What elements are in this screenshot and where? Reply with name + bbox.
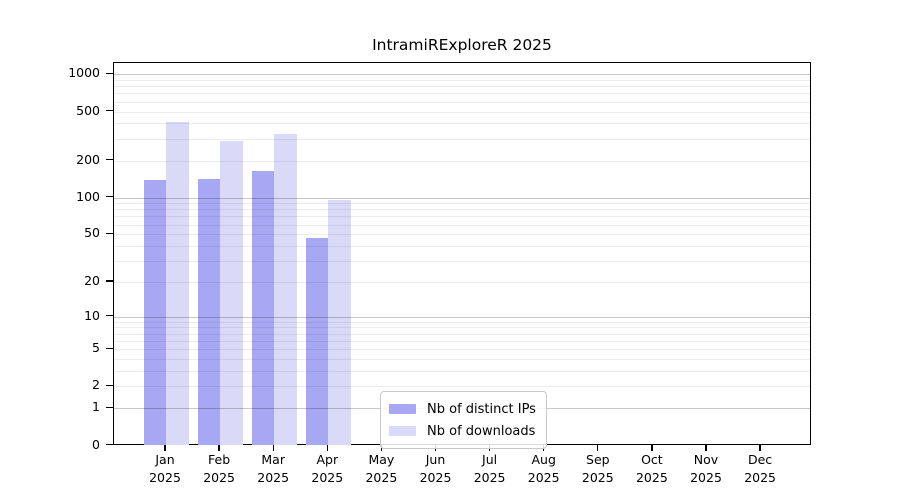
bar-distinct-ips-mar — [252, 171, 275, 446]
y-tick-mark — [106, 159, 113, 160]
gridline-minor — [114, 386, 810, 387]
legend-label-distinct-ips: Nb of distinct IPs — [427, 402, 536, 417]
y-tick-mark — [106, 233, 113, 234]
y-tick-mark — [106, 407, 113, 408]
gridline-minor — [114, 112, 810, 113]
gridline-minor — [114, 334, 810, 335]
gridline-minor — [114, 246, 810, 247]
y-tick-mark — [106, 73, 113, 74]
x-tick-label: Feb2025 — [191, 451, 247, 486]
y-tick-label: 200 — [30, 152, 100, 168]
gridline-major — [114, 317, 810, 318]
x-tick-label: Apr2025 — [299, 451, 355, 486]
plot-area — [113, 62, 811, 445]
gridline-minor — [114, 123, 810, 124]
gridline-minor — [114, 203, 810, 204]
y-tick-mark — [106, 348, 113, 349]
gridline-minor — [114, 341, 810, 342]
gridline-minor — [114, 161, 810, 162]
chart-title: IntramiRExploreR 2025 — [113, 36, 811, 54]
gridline-minor — [114, 359, 810, 360]
y-tick-mark — [106, 444, 113, 445]
gridline-minor — [114, 371, 810, 372]
gridline-minor — [114, 282, 810, 283]
bar-distinct-ips-feb — [198, 179, 221, 446]
y-tick-label: 1 — [30, 399, 100, 415]
gridline-minor — [114, 80, 810, 81]
gridline-minor — [114, 234, 810, 235]
y-tick-label: 10 — [30, 308, 100, 324]
gridline-minor — [114, 327, 810, 328]
y-tick-mark — [106, 385, 113, 386]
gridline-minor — [114, 261, 810, 262]
gridline-minor — [114, 139, 810, 140]
legend-item-downloads: Nb of downloads — [389, 420, 536, 442]
y-tick-label: 5 — [30, 340, 100, 356]
y-tick-label: 100 — [30, 189, 100, 205]
y-tick-label: 500 — [30, 103, 100, 119]
y-tick-label: 20 — [30, 273, 100, 289]
gridline-minor — [114, 349, 810, 350]
download-stats-chart: IntramiRExploreR 2025 100050020010050201… — [0, 0, 900, 500]
gridline-minor — [114, 216, 810, 217]
bar-downloads-feb — [220, 141, 243, 446]
x-tick-label: Sep2025 — [570, 451, 626, 486]
y-tick-mark — [106, 196, 113, 197]
x-tick-label: May2025 — [353, 451, 409, 486]
gridline-minor — [114, 86, 810, 87]
y-tick-label: 0 — [30, 437, 100, 453]
x-tick-label: Jul2025 — [462, 451, 518, 486]
bar-distinct-ips-jan — [144, 180, 167, 445]
gridline-major — [114, 198, 810, 199]
legend-item-distinct-ips: Nb of distinct IPs — [389, 398, 536, 420]
gridline-minor — [114, 93, 810, 94]
gridline-minor — [114, 102, 810, 103]
gridline-major — [114, 74, 810, 75]
gridline-minor — [114, 209, 810, 210]
legend: Nb of distinct IPs Nb of downloads — [380, 391, 547, 449]
gridline-minor — [114, 225, 810, 226]
y-tick-mark — [106, 110, 113, 111]
x-tick-label: Dec2025 — [732, 451, 788, 486]
bar-downloads-mar — [274, 134, 297, 446]
gridline-minor — [114, 322, 810, 323]
legend-swatch-downloads — [389, 426, 416, 436]
x-tick-label: Mar2025 — [245, 451, 301, 486]
y-tick-mark — [106, 315, 113, 316]
bar-downloads-jan — [166, 122, 189, 445]
y-tick-label: 50 — [30, 225, 100, 241]
y-tick-mark — [106, 280, 113, 281]
x-tick-label: Oct2025 — [624, 451, 680, 486]
x-tick-label: Jun2025 — [408, 451, 464, 486]
y-tick-label: 1000 — [30, 65, 100, 81]
x-tick-label: Nov2025 — [678, 451, 734, 486]
legend-swatch-distinct-ips — [389, 404, 416, 414]
x-tick-label: Aug2025 — [516, 451, 572, 486]
y-tick-label: 2 — [30, 377, 100, 393]
x-tick-label: Jan2025 — [137, 451, 193, 486]
legend-label-downloads: Nb of downloads — [427, 424, 535, 439]
